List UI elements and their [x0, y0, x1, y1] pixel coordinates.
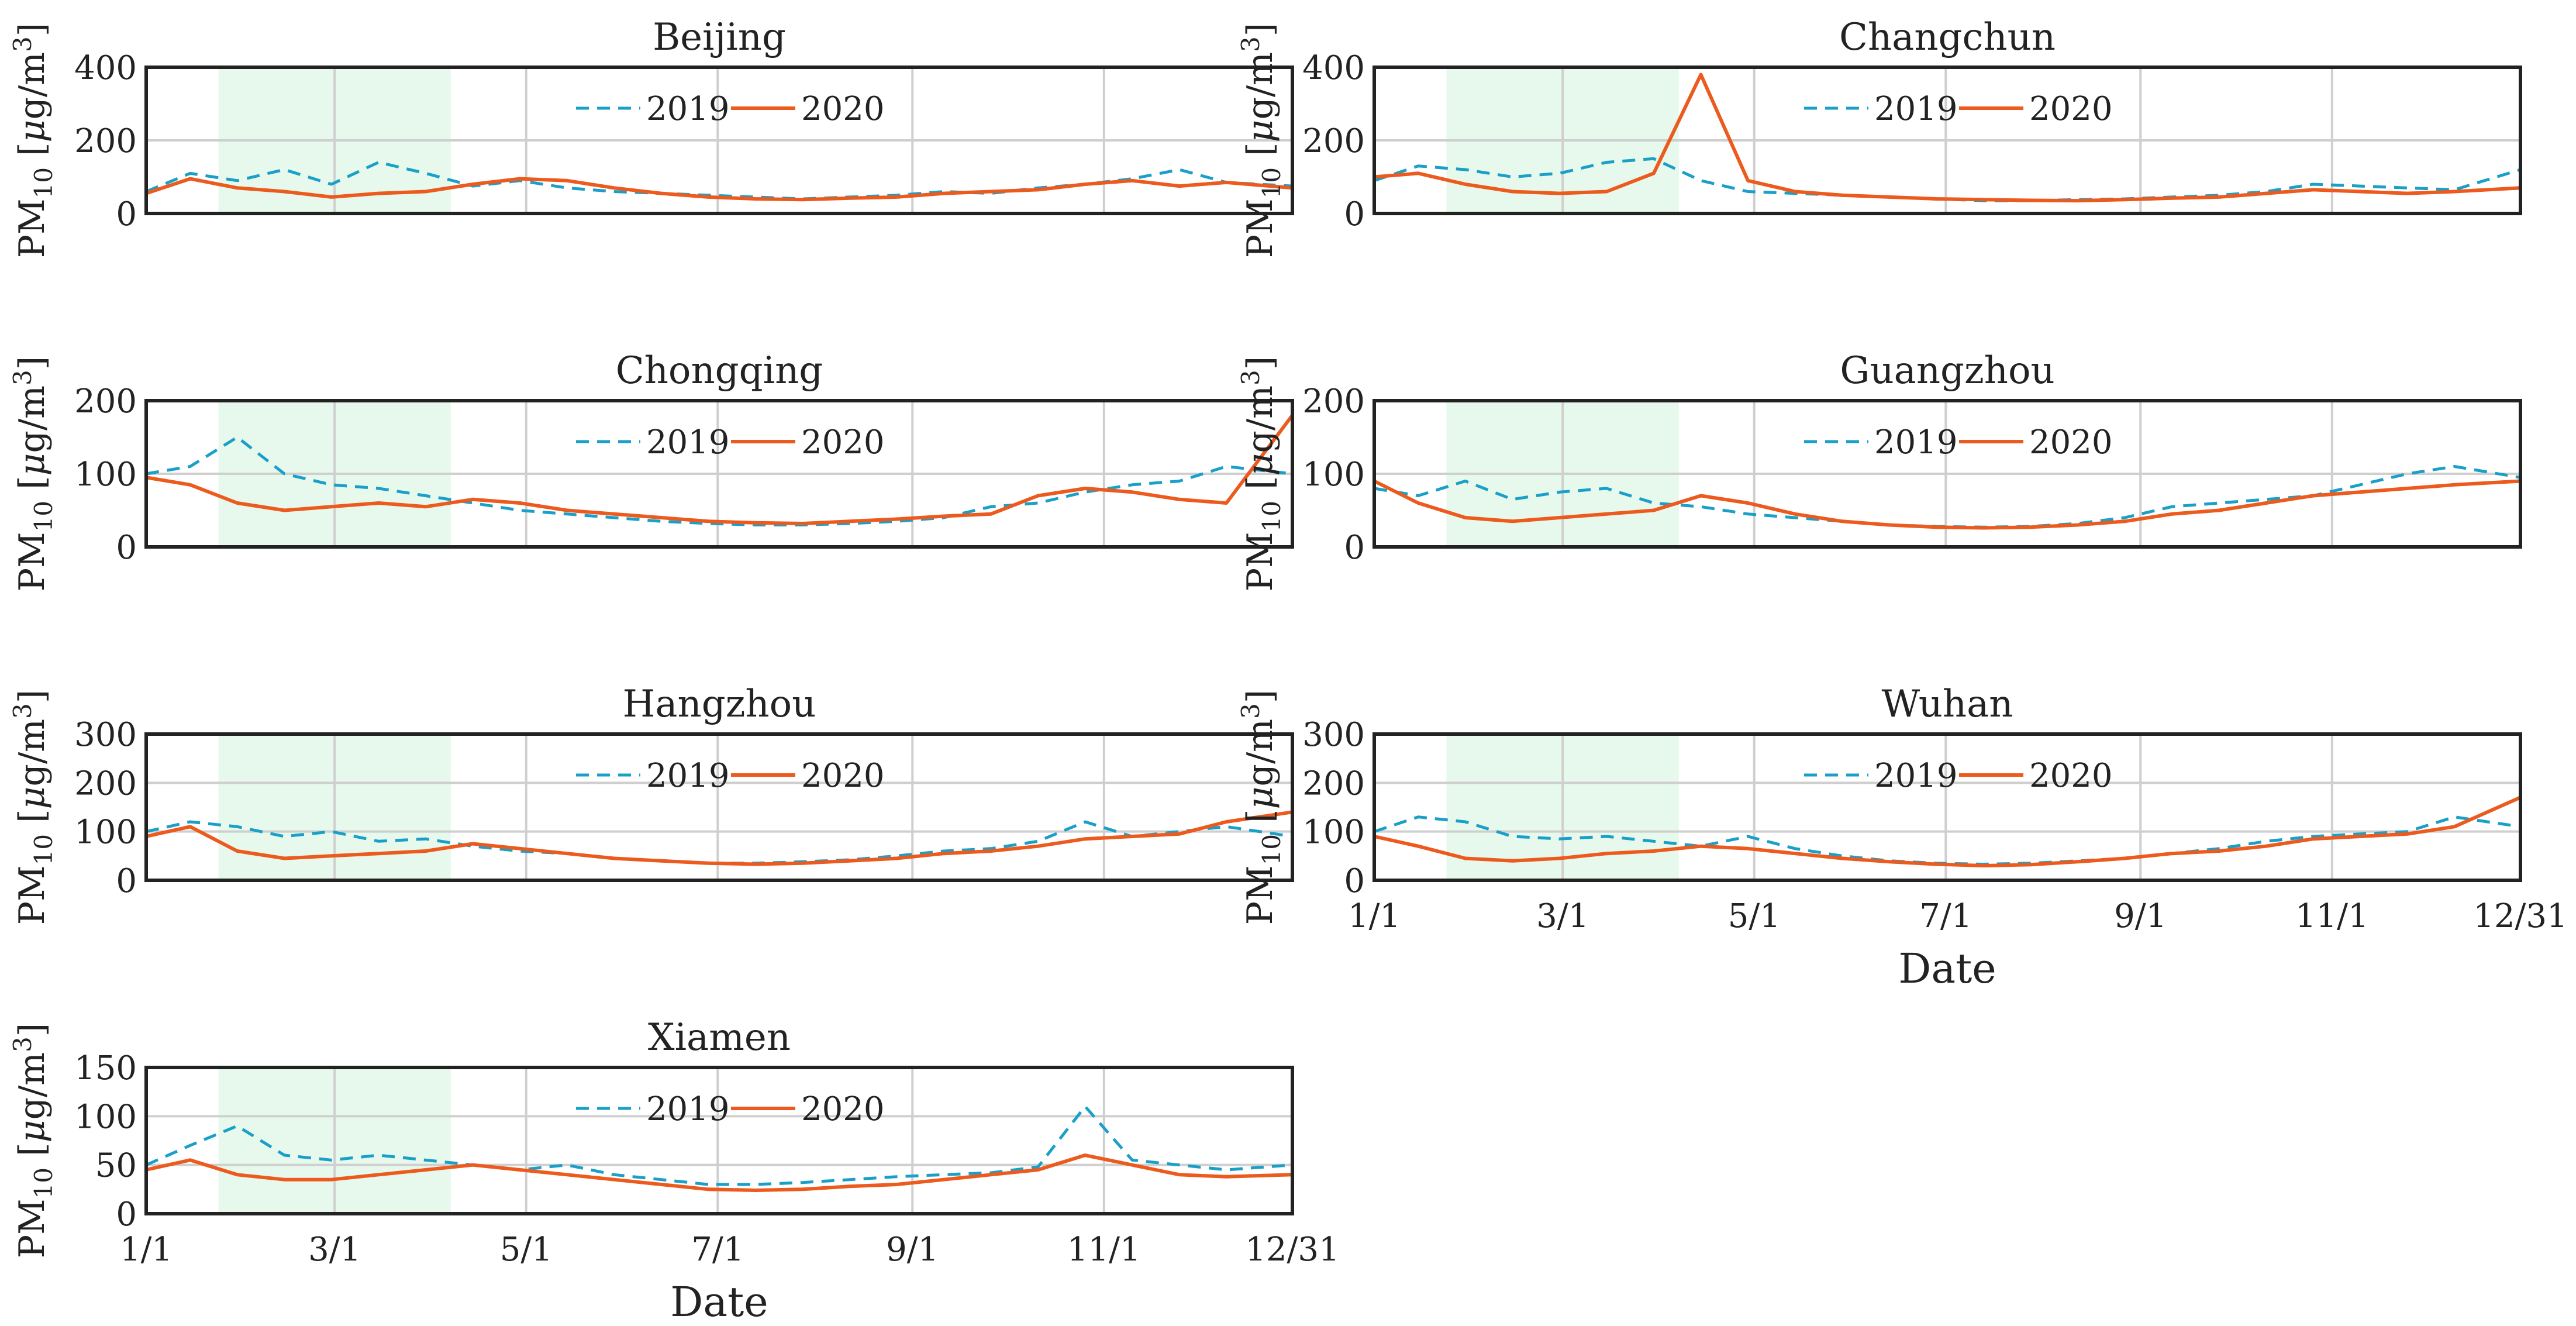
y-axis-label: PM10 [μg/m3]	[1236, 356, 1286, 591]
legend-label-2020: 2020	[2029, 90, 2113, 128]
y-tick-label: 200	[74, 122, 137, 160]
legend-label-2020: 2020	[801, 1090, 885, 1128]
x-axis-label: Date	[1898, 945, 1996, 993]
y-tick-label: 150	[74, 1049, 137, 1087]
y-tick-label: 100	[74, 814, 137, 852]
series-line-2019	[145, 1105, 1293, 1186]
x-tick-label: 12/31	[2473, 897, 2567, 935]
y-tick-label: 200	[74, 764, 137, 803]
x-tick-label: 11/1	[1067, 1231, 1141, 1269]
x-tick-label: 5/1	[1728, 897, 1781, 935]
legend-label-2020: 2020	[2029, 423, 2113, 461]
panel-title: Hangzhou	[623, 683, 816, 726]
series-line-2020	[1373, 479, 2521, 530]
panel-title: Xiamen	[648, 1016, 791, 1059]
y-axis-label: PM10 [μg/m3]	[8, 690, 58, 925]
y-axis-label: PM10 [μg/m3]	[8, 1023, 58, 1258]
axes-frame	[1373, 399, 2522, 549]
y-tick-label: 50	[95, 1147, 137, 1185]
legend-label-2019: 2019	[1874, 90, 1958, 128]
series-line-2020	[146, 414, 1294, 525]
y-tick-label: 100	[1302, 456, 1365, 494]
y-tick-label: 200	[1302, 764, 1365, 803]
y-tick-label: 300	[1302, 716, 1365, 754]
axes-frame	[1373, 732, 2522, 882]
x-tick-label: 5/1	[500, 1231, 553, 1269]
x-tick-label: 7/1	[1919, 897, 1972, 935]
y-tick-label: 200	[1302, 383, 1365, 421]
y-tick-label: 0	[1344, 529, 1365, 567]
axes-frame	[144, 399, 1294, 549]
series-line-2020	[146, 810, 1293, 866]
y-tick-label: 0	[116, 862, 137, 900]
axes-frame	[144, 732, 1294, 882]
y-tick-label: 100	[74, 1098, 137, 1136]
axes-frame	[1373, 66, 2522, 215]
panel-guangzhou: Guangzhou 0 100 200 PM10 [μg/m3] 2019 2020	[1236, 349, 2522, 591]
panel-title: Chongqing	[616, 349, 823, 392]
series-line-2020	[1374, 73, 2521, 203]
panel-title: Wuhan	[1882, 683, 2013, 726]
y-tick-label: 0	[116, 1196, 137, 1234]
legend-label-2020: 2020	[801, 423, 885, 461]
legend-label-2020: 2020	[801, 757, 885, 795]
y-tick-label: 400	[74, 49, 137, 87]
y-tick-label: 200	[1302, 122, 1365, 160]
x-tick-label: 1/1	[1348, 897, 1401, 935]
panel-wuhan: Wuhan 0 100 200 300 PM10 [μg/m3] 2019 2020 1/1 3/…	[1236, 683, 2568, 993]
legend-label-2020: 2020	[2029, 757, 2113, 795]
series-line-2020	[146, 177, 1293, 202]
panel-changchun: Changchun 0 200 400 PM10 [μg/m3] 2019 2020	[1236, 16, 2522, 258]
x-axis-label: Date	[670, 1278, 768, 1326]
y-tick-label: 0	[1344, 195, 1365, 233]
legend-label-2019: 2019	[1874, 423, 1958, 461]
x-tick-label: 9/1	[2114, 897, 2167, 935]
panel-hangzhou: Hangzhou 0 100 200 300 PM10 [μg/m3] 2019 2020	[8, 683, 1294, 925]
y-axis-label: PM10 [μg/m3]	[1236, 690, 1286, 925]
y-tick-label: 200	[74, 383, 137, 421]
series-line-2020	[1374, 795, 2522, 867]
y-axis-label: PM10 [μg/m3]	[8, 356, 58, 591]
legend-label-2019: 2019	[646, 1090, 730, 1128]
legend-label-2020: 2020	[801, 90, 885, 128]
y-tick-label: 100	[1302, 814, 1365, 852]
legend-label-2019: 2019	[646, 757, 730, 795]
series-line-2020	[146, 1153, 1293, 1192]
y-axis-label: PM10 [μg/m3]	[1236, 23, 1286, 258]
legend-label-2019: 2019	[646, 90, 730, 128]
panel-xiamen: Xiamen 0 50 100 150 PM10 [μg/m3] 2019 2020 1/1 3/…	[8, 1016, 1340, 1326]
axes-frame	[144, 66, 1294, 215]
y-tick-label: 300	[74, 716, 137, 754]
x-tick-label: 9/1	[886, 1231, 939, 1269]
axes-frame	[144, 1066, 1294, 1215]
legend-label-2019: 2019	[646, 423, 730, 461]
x-tick-label: 1/1	[120, 1231, 173, 1269]
panel-title: Changchun	[1839, 16, 2056, 59]
y-tick-label: 400	[1302, 49, 1365, 87]
panel-title: Beijing	[653, 16, 786, 59]
y-tick-label: 0	[116, 529, 137, 567]
series-line-2019	[146, 820, 1293, 865]
legend-label-2019: 2019	[1874, 757, 1958, 795]
panel-title: Guangzhou	[1840, 349, 2054, 392]
y-tick-label: 100	[74, 456, 137, 494]
x-tick-label: 3/1	[1536, 897, 1589, 935]
x-tick-label: 7/1	[691, 1231, 744, 1269]
panel-beijing: Beijing 0 200 400 PM10 [μg/m3] 2019 2020	[8, 16, 1294, 258]
y-tick-label: 0	[1344, 862, 1365, 900]
y-axis-label: PM10 [μg/m3]	[8, 23, 58, 258]
panel-chongqing: Chongqing 0 100 200 PM10 [μg/m3] 2019 2020	[8, 349, 1294, 591]
x-tick-label: 12/31	[1245, 1231, 1339, 1269]
y-tick-label: 0	[116, 195, 137, 233]
x-tick-label: 3/1	[308, 1231, 361, 1269]
x-tick-label: 11/1	[2295, 897, 2369, 935]
